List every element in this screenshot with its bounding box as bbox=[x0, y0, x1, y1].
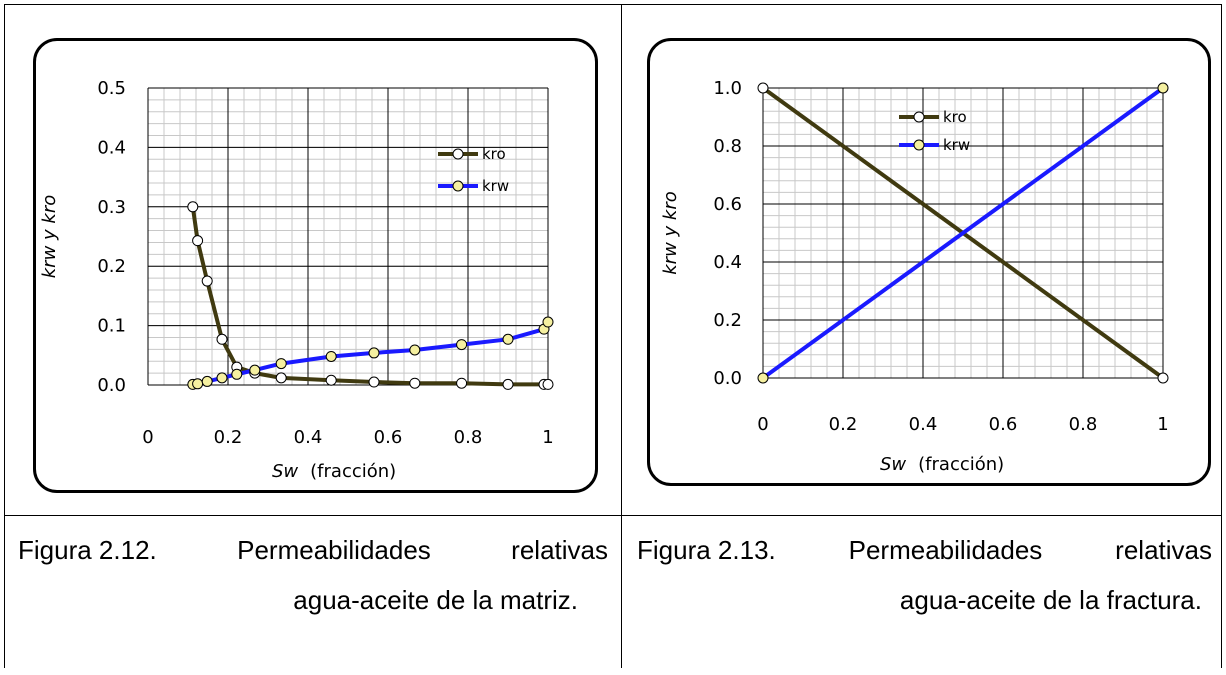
chart-matrix: 0 0.2 0.4 0.6 0.8 1 0.0 0.1 0.2 0.3 0.4 0.5 Sw (fracc… bbox=[39, 78, 554, 482]
caption-line2: agua-aceite de la matriz. bbox=[293, 585, 578, 615]
legend-label-krw: krw bbox=[482, 177, 509, 195]
y-tick-label: 0.8 bbox=[713, 136, 742, 157]
caption-figure-2-12: Figura 2.12. Permeabilidades relativas a… bbox=[18, 525, 608, 625]
data-point-krw bbox=[502, 333, 514, 345]
data-point-kro bbox=[368, 376, 380, 388]
data-point-kro bbox=[201, 275, 213, 287]
data-point-kro bbox=[409, 377, 421, 389]
caption-figure-2-13: Figura 2.13. Permeabilidades relativas a… bbox=[637, 525, 1212, 625]
data-point-krw bbox=[542, 316, 554, 328]
table-column-divider bbox=[621, 4, 622, 668]
x-tick-label: 0.6 bbox=[374, 427, 403, 448]
x-tick-label: 0.8 bbox=[454, 427, 483, 448]
x-axis-label: Sw (fracción) bbox=[272, 461, 396, 482]
chart-fracture: 0 0.2 0.4 0.6 0.8 1 0.0 0.2 0.4 0.6 0.8 1.0 Sw (fracc… bbox=[660, 78, 1169, 475]
y-tick-label: 0.3 bbox=[97, 197, 126, 218]
data-point-krw bbox=[1157, 82, 1169, 94]
y-tick-label: 0.4 bbox=[97, 137, 126, 158]
y-tick-label: 1.0 bbox=[713, 78, 742, 99]
x-tick-label: 1 bbox=[542, 427, 553, 448]
legend-label-krw: krw bbox=[943, 136, 970, 154]
x-tick-label: 0.2 bbox=[829, 414, 858, 435]
series-line-kro bbox=[190, 206, 548, 387]
y-axis-label: krw y kro bbox=[39, 195, 60, 278]
y-tick-label: 0.2 bbox=[713, 310, 742, 331]
data-point-kro bbox=[275, 372, 287, 384]
caption-word: relativas bbox=[1115, 535, 1212, 565]
x-tick-label: 0.6 bbox=[989, 414, 1018, 435]
data-point-kro bbox=[757, 82, 769, 94]
x-tick-label: 0 bbox=[757, 414, 768, 435]
caption-word: Permeabilidades bbox=[848, 535, 1043, 565]
data-point-krw bbox=[409, 344, 421, 356]
x-tick-label: 1 bbox=[1157, 414, 1168, 435]
caption-fig-number: Figura 2.12. bbox=[18, 535, 157, 565]
x-tick-label: 0.2 bbox=[214, 427, 243, 448]
data-point-kro bbox=[456, 377, 468, 389]
data-point-kro bbox=[187, 201, 199, 213]
data-point-krw bbox=[216, 372, 228, 384]
data-point-kro bbox=[325, 374, 337, 386]
data-point-krw bbox=[757, 372, 769, 384]
data-point-krw bbox=[325, 350, 337, 362]
legend-marker-kro bbox=[452, 148, 464, 160]
x-tick-label: 0.4 bbox=[909, 414, 938, 435]
data-point-kro bbox=[1157, 372, 1169, 384]
data-point-kro bbox=[192, 235, 204, 247]
chart-panel-matrix bbox=[33, 38, 598, 493]
y-tick-label: 0.6 bbox=[713, 194, 742, 215]
data-point-krw bbox=[249, 364, 261, 376]
x-tick-label: 0.4 bbox=[294, 427, 323, 448]
legend-marker-krw bbox=[452, 180, 464, 192]
y-axis-label: krw y kro bbox=[660, 191, 681, 274]
x-tick-label: 0 bbox=[142, 427, 153, 448]
major-gridlines bbox=[762, 87, 1164, 379]
y-tick-label: 0.0 bbox=[713, 368, 742, 389]
series-line-krw bbox=[761, 86, 1165, 380]
data-point-kro bbox=[216, 333, 228, 345]
data-point-krw bbox=[201, 375, 213, 387]
legend-marker-krw bbox=[913, 139, 925, 151]
data-point-krw bbox=[368, 347, 380, 359]
y-tick-label: 0.2 bbox=[97, 256, 126, 277]
caption-fig-number: Figura 2.13. bbox=[637, 535, 776, 565]
y-tick-label: 0.1 bbox=[97, 316, 126, 337]
caption-word: relativas bbox=[511, 535, 608, 565]
table-frame bbox=[4, 4, 1222, 668]
caption-line2: agua-aceite de la fractura. bbox=[899, 585, 1202, 615]
x-tick-label: 0.8 bbox=[1069, 414, 1098, 435]
data-point-krw bbox=[231, 368, 243, 380]
legend-marker-kro bbox=[913, 111, 925, 123]
y-tick-label: 0.0 bbox=[97, 375, 126, 396]
data-point-kro bbox=[542, 378, 554, 390]
y-tick-label: 0.5 bbox=[97, 78, 126, 99]
table-row-divider bbox=[4, 515, 1222, 516]
data-point-kro bbox=[502, 378, 514, 390]
y-tick-label: 0.4 bbox=[713, 252, 742, 273]
legend-label-kro: kro bbox=[482, 145, 506, 163]
legend-label-kro: kro bbox=[943, 108, 967, 126]
caption-word: Permeabilidades bbox=[237, 535, 431, 565]
x-axis-label: Sw (fracción) bbox=[880, 454, 1004, 475]
data-point-krw bbox=[456, 339, 468, 351]
data-point-krw bbox=[275, 358, 287, 370]
